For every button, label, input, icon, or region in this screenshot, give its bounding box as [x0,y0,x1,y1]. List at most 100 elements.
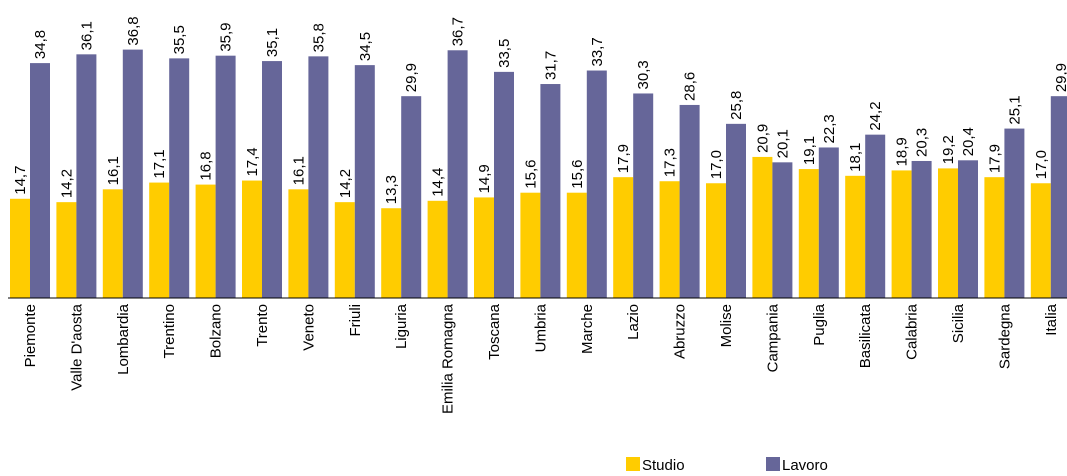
category-label-5: Trento [254,304,271,347]
category-label-10: Toscana [486,303,503,360]
category-label-19: Calabria [904,303,921,360]
legend-label-lavoro: Lavoro [782,457,828,474]
bar-studio-5 [242,180,262,298]
bar-lavoro-5 [262,61,282,299]
value-label-studio-15: 17,0 [708,150,725,179]
bar-lavoro-14 [679,104,700,298]
value-label-lavoro-6: 35,8 [310,23,327,52]
bar-studio-2 [102,189,123,298]
category-label-13: Lazio [625,304,642,340]
bar-studio-18 [845,175,866,298]
value-label-lavoro-11: 31,7 [542,51,559,80]
category-labels-group: Piemonte Valle D'aosta Lombardia Trentino Bo… [22,303,1060,414]
bar-lavoro-12 [586,70,607,299]
value-label-studio-11: 15,6 [522,159,539,188]
bar-lavoro-11 [540,84,561,299]
category-label-3: Trentino [161,304,178,358]
legend: Studio Lavoro [626,457,828,474]
category-label-18: Basilicata [857,303,874,368]
value-label-lavoro-13: 30,3 [635,60,652,89]
bar-studio-17 [798,169,819,298]
bar-lavoro-2 [122,49,143,298]
bar-studio-14 [659,181,680,298]
bar-lavoro-16 [772,162,793,298]
bar-studio-1 [56,202,77,298]
value-label-studio-7: 14,2 [337,169,354,198]
bar-lavoro-8 [401,96,422,298]
bar-lavoro-4 [215,55,236,298]
value-label-studio-21: 17,9 [986,144,1003,173]
bar-studio-10 [474,197,494,298]
value-label-lavoro-12: 33,7 [589,37,606,66]
value-label-studio-17: 19,1 [801,136,818,165]
bar-lavoro-7 [354,65,375,298]
value-label-studio-13: 17,9 [615,144,632,173]
value-label-studio-12: 15,6 [569,159,586,188]
bar-studio-20 [938,168,958,298]
value-label-studio-8: 13,3 [383,175,400,204]
bar-studio-3 [149,182,170,298]
bar-lavoro-9 [447,50,468,299]
value-label-lavoro-5: 35,1 [264,28,281,57]
value-label-lavoro-9: 36,7 [450,17,467,46]
category-label-2: Lombardia [115,303,132,375]
category-label-7: Friuli [347,304,364,337]
bars-group [10,49,1067,299]
value-label-studio-4: 16,8 [198,151,215,180]
value-label-lavoro-22: 29,9 [1053,63,1067,92]
category-label-17: Puglia [811,303,828,345]
bar-lavoro-19 [911,160,932,298]
category-label-0: Piemonte [22,304,39,367]
bar-studio-12 [566,192,587,298]
value-label-studio-3: 17,1 [151,149,168,178]
category-label-22: Italia [1043,303,1060,335]
bar-lavoro-1 [76,54,97,299]
bar-studio-22 [1030,183,1051,298]
value-label-studio-14: 17,3 [662,148,679,177]
value-label-lavoro-18: 24,2 [867,101,884,130]
bar-studio-0 [10,198,30,298]
bar-studio-11 [520,192,541,298]
bar-lavoro-6 [308,56,329,298]
value-label-lavoro-16: 20,1 [774,129,791,158]
value-label-studio-19: 18,9 [894,137,911,166]
value-label-lavoro-21: 25,1 [1006,95,1023,124]
value-label-lavoro-15: 25,8 [728,91,745,120]
bar-lavoro-22 [1050,96,1067,298]
bar-lavoro-15 [726,123,746,298]
bar-studio-6 [288,189,309,298]
value-label-studio-0: 14,7 [12,166,29,195]
category-label-16: Campania [764,303,781,372]
category-label-1: Valle D'aosta [68,303,85,390]
category-label-8: Liguria [393,303,410,349]
bar-studio-7 [334,202,355,298]
category-label-21: Sardegna [996,303,1013,369]
value-label-lavoro-14: 28,6 [682,72,699,101]
value-label-studio-10: 14,9 [476,164,493,193]
value-label-studio-6: 16,1 [290,156,307,185]
bar-studio-21 [984,177,1005,298]
bar-lavoro-0 [30,63,50,298]
value-label-lavoro-2: 36,8 [125,16,142,45]
bar-studio-19 [891,170,912,298]
bar-studio-4 [195,184,216,298]
value-labels-group: 14,7 34,8 14,2 36,1 16,1 36,8 17,1 35,5 16,8 35,9… [12,16,1067,204]
value-label-lavoro-7: 34,5 [357,32,374,61]
value-label-lavoro-19: 20,3 [914,128,931,157]
value-label-lavoro-0: 34,8 [32,30,49,59]
bar-studio-16 [752,156,773,298]
category-label-12: Marche [579,304,596,354]
bar-lavoro-3 [169,58,190,298]
bar-studio-15 [706,183,726,298]
category-label-15: Molise [718,304,735,347]
bar-lavoro-21 [1004,128,1025,298]
value-label-studio-22: 17,0 [1033,150,1050,179]
bar-lavoro-20 [958,160,978,298]
bar-lavoro-10 [494,71,514,298]
value-label-studio-20: 19,2 [940,135,957,164]
value-label-studio-16: 20,9 [754,124,771,153]
bar-lavoro-13 [633,93,654,298]
category-label-9: Emilia Romagna [440,303,457,414]
value-label-lavoro-20: 20,4 [960,127,977,156]
